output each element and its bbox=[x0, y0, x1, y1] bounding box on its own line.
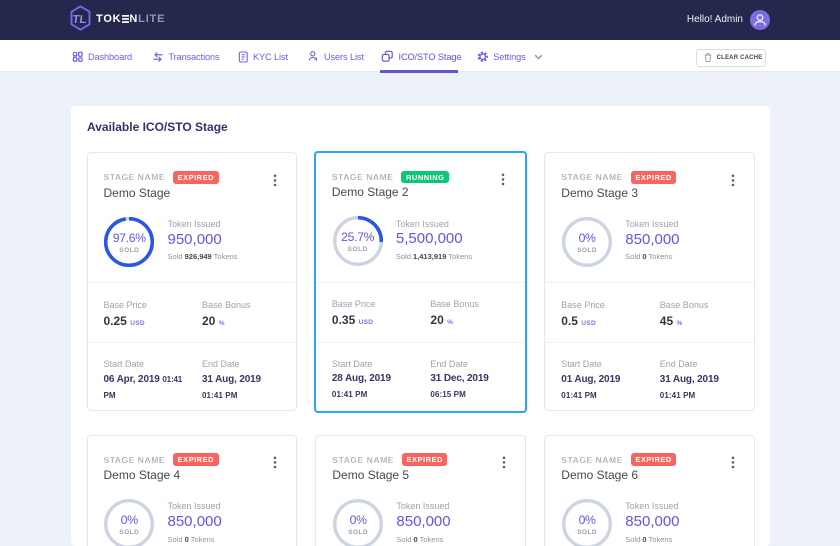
svg-text:TL: TL bbox=[72, 14, 88, 26]
